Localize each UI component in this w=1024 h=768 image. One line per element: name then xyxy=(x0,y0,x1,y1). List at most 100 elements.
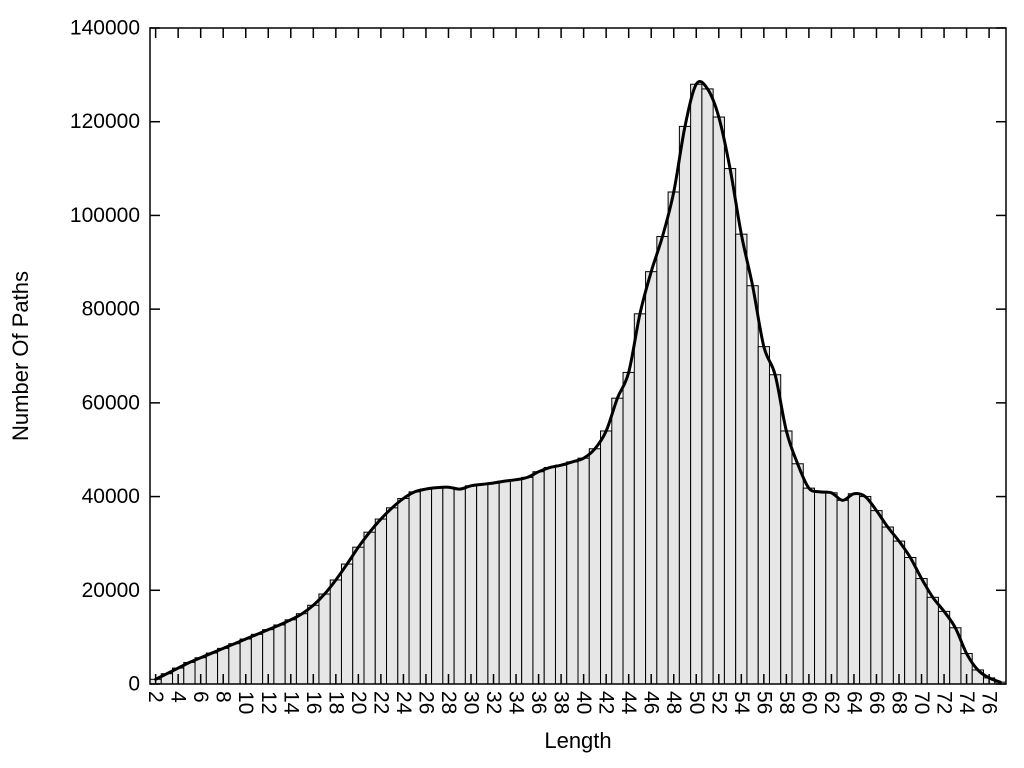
x-tick-label-group: 14 xyxy=(279,691,302,715)
x-tick-label: 56 xyxy=(752,691,775,714)
histogram-bar xyxy=(667,191,680,685)
x-tick-label: 8 xyxy=(212,691,235,703)
x-tick-label-group: 16 xyxy=(302,691,325,714)
histogram-bar xyxy=(419,488,433,685)
x-tick-label-group: 38 xyxy=(550,691,573,714)
histogram-bar xyxy=(228,643,241,685)
y-tick-label: 40000 xyxy=(82,485,140,508)
histogram-bar xyxy=(386,507,399,685)
x-tick-label-group: 60 xyxy=(797,691,820,714)
x-tick-label: 46 xyxy=(640,691,663,714)
x-tick-label: 6 xyxy=(189,691,212,703)
x-tick-label: 48 xyxy=(662,691,685,714)
histogram-bar xyxy=(780,430,793,685)
x-tick-label-group: 6 xyxy=(189,691,212,703)
histogram-bar xyxy=(363,531,376,685)
histogram-bars xyxy=(149,83,1007,685)
histogram-bar xyxy=(814,491,827,685)
x-tick-label-group: 8 xyxy=(212,691,235,703)
histogram-bar xyxy=(329,579,342,685)
x-tick-label: 66 xyxy=(865,691,888,714)
x-tick-label-group: 68 xyxy=(888,691,911,714)
x-tick-label-group: 56 xyxy=(752,691,775,714)
x-tick-label: 14 xyxy=(279,691,302,715)
histogram-bar xyxy=(442,486,455,685)
histogram-bar xyxy=(374,518,388,685)
x-tick-label: 24 xyxy=(392,691,415,715)
histogram-bar xyxy=(521,476,534,685)
histogram-bar xyxy=(757,346,770,685)
x-tick-label: 42 xyxy=(595,691,618,714)
x-tick-label-group: 72 xyxy=(933,691,956,714)
x-tick-label: 44 xyxy=(617,691,640,715)
x-tick-label: 62 xyxy=(820,691,843,714)
x-tick-label: 28 xyxy=(437,691,460,714)
x-tick-label-group: 50 xyxy=(685,691,708,714)
x-tick-label: 76 xyxy=(978,691,1001,714)
histogram-bar xyxy=(318,593,331,685)
x-tick-label: 36 xyxy=(527,691,550,714)
plot-border xyxy=(149,27,1007,685)
histogram-bar xyxy=(340,563,354,685)
histogram-bar xyxy=(566,461,579,685)
x-tick-label-group: 22 xyxy=(369,691,392,714)
histogram-bar xyxy=(408,491,421,685)
histogram-bar xyxy=(622,371,635,685)
x-tick-label: 58 xyxy=(775,691,798,714)
histogram-bar xyxy=(723,168,737,685)
histogram-bar xyxy=(825,492,838,685)
x-tick-label: 40 xyxy=(572,691,595,714)
x-tick-label-group: 4 xyxy=(167,691,190,703)
histogram-bar xyxy=(701,88,714,685)
x-tick-label: 32 xyxy=(482,691,505,714)
histogram-bar xyxy=(476,483,489,685)
histogram-bar xyxy=(295,613,309,685)
x-tick-label: 2 xyxy=(144,691,167,703)
histogram-bar xyxy=(487,482,500,685)
x-tick-label: 22 xyxy=(369,691,392,714)
x-tick-label: 34 xyxy=(505,691,528,715)
y-tick-label: 120000 xyxy=(70,110,140,133)
histogram-bar xyxy=(633,313,647,685)
histogram-bar xyxy=(250,633,264,685)
histogram-bar xyxy=(205,652,219,685)
histogram-bar xyxy=(397,497,410,685)
x-tick-label: 10 xyxy=(234,691,257,714)
x-tick-label: 72 xyxy=(933,691,956,714)
histogram-bar xyxy=(352,546,365,685)
histogram-bar xyxy=(498,480,511,685)
histogram-bar xyxy=(870,510,883,685)
x-tick-label-group: 58 xyxy=(775,691,798,714)
histogram-bar xyxy=(509,479,523,685)
x-tick-label-group: 20 xyxy=(347,691,370,714)
histogram-bar xyxy=(712,116,725,685)
x-tick-label-group: 2 xyxy=(144,691,167,703)
x-tick-label-group: 54 xyxy=(730,691,753,715)
histogram-bar xyxy=(847,493,861,685)
x-tick-label-group: 24 xyxy=(392,691,415,715)
x-tick-label-group: 26 xyxy=(414,691,437,714)
x-tick-label-group: 34 xyxy=(505,691,528,715)
histogram-bar xyxy=(611,397,624,685)
x-tick-label: 50 xyxy=(685,691,708,714)
histogram-bar xyxy=(678,125,692,685)
x-tick-label-group: 40 xyxy=(572,691,595,714)
x-tick-label-group: 74 xyxy=(955,691,978,715)
x-tick-label: 4 xyxy=(167,691,190,703)
x-tick-label: 12 xyxy=(257,691,280,714)
x-tick-label-group: 10 xyxy=(234,691,257,714)
histogram-bar xyxy=(656,236,669,685)
histogram-bar xyxy=(881,526,894,685)
smooth-curve-line xyxy=(154,80,1002,684)
y-tick-label: 100000 xyxy=(70,204,140,227)
histogram-bar xyxy=(464,485,478,685)
x-tick-label-group: 30 xyxy=(460,691,483,714)
y-axis-title: Number Of Paths xyxy=(8,271,33,441)
x-tick-label: 18 xyxy=(324,691,347,714)
x-tick-label-group: 62 xyxy=(820,691,843,714)
histogram-bar xyxy=(431,487,444,685)
x-tick-label: 52 xyxy=(707,691,730,714)
histogram-bar xyxy=(937,610,951,685)
